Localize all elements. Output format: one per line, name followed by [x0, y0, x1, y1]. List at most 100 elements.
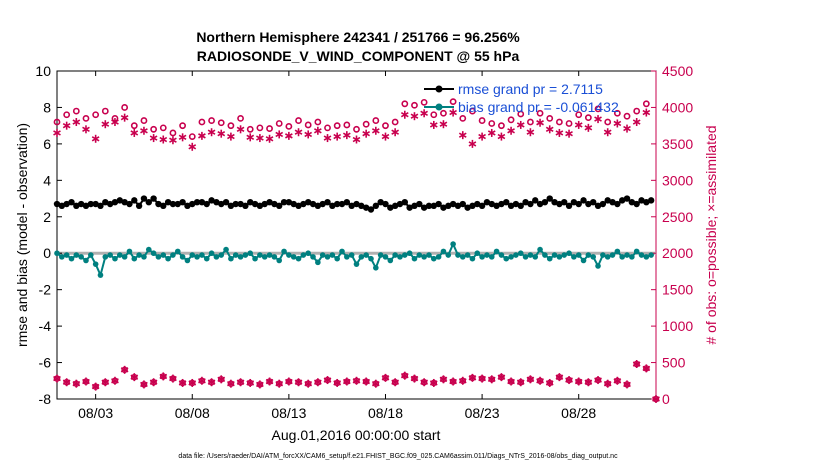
obs-possible-point	[140, 117, 148, 124]
obs-assimilated-point	[584, 123, 593, 132]
obs-assimilated-point	[285, 131, 293, 140]
rmse-point	[126, 200, 133, 208]
obs-assimilated-point	[516, 120, 525, 129]
obs-possible-point	[188, 133, 196, 140]
left-ticks: -8 -6 -4 -2 0 2 4 6 8 10	[35, 63, 62, 407]
obs-low-circle	[507, 378, 515, 385]
obs-assimilated-point	[574, 120, 583, 129]
obs-low-circle	[343, 378, 351, 385]
obs-assimilated-point	[275, 130, 284, 139]
rmse-point	[208, 197, 215, 204]
rmse-point	[111, 199, 119, 206]
y-tick-left-label: -8	[39, 391, 52, 407]
bias-point	[97, 272, 104, 278]
rmse-point	[164, 199, 172, 206]
x-tick-label: 08/13	[271, 405, 306, 421]
footer-datafile: data file: /Users/raeder/DAI/ATM_forcXX/…	[178, 453, 618, 460]
bias-point	[488, 254, 495, 260]
bias-point	[358, 254, 365, 260]
obs-assimilated-point-stroke	[236, 126, 245, 133]
rmse-point	[179, 199, 186, 206]
bias-point	[542, 252, 548, 258]
obs-possible-point	[92, 111, 100, 119]
obs-possible-point	[594, 105, 602, 113]
y-tick-left-label: 10	[35, 63, 51, 79]
obs-assimilated-point	[400, 110, 409, 119]
obs-assimilated-point	[449, 108, 457, 117]
obs-possible-point	[536, 109, 544, 117]
obs-possible-point	[584, 114, 592, 122]
obs-assimilated-point	[333, 132, 342, 141]
obs-assimilated-point-stroke	[391, 129, 400, 135]
obs-assimilated-point-stroke	[188, 144, 197, 150]
rmse-point	[536, 200, 544, 208]
x-axis-label: Aug.01,2016 00:00:00 start	[272, 427, 441, 443]
obs-possible-point	[304, 121, 312, 129]
rmse-point	[92, 200, 99, 208]
bias-point	[329, 252, 336, 258]
obs-low-circle	[237, 378, 244, 386]
bias-point	[411, 255, 418, 262]
rmse-point	[474, 200, 481, 208]
obs-possible-point	[333, 122, 341, 130]
obs-assimilated-point-stroke	[516, 122, 525, 128]
obs-assimilated-point	[82, 125, 90, 134]
y-tick-right-label: 3500	[662, 136, 693, 152]
bias-point	[194, 254, 200, 260]
legend-rmse-marker	[435, 85, 443, 93]
obs-assimilated-point	[227, 132, 235, 141]
obs-low-circle	[565, 376, 573, 384]
obs-assimilated-point	[169, 136, 177, 145]
bias-point	[112, 255, 118, 262]
obs-assimilated-point	[159, 135, 168, 144]
rmse-point	[319, 200, 326, 208]
obs-assimilated-point-stroke	[584, 125, 593, 131]
bias-point	[382, 254, 389, 260]
bias-point	[261, 254, 268, 260]
obs-possible-point	[275, 120, 283, 127]
obs-possible-point	[295, 117, 302, 124]
obs-possible-point	[362, 120, 370, 128]
obs-possible-point	[130, 122, 138, 130]
obs-possible-point	[169, 129, 177, 137]
bias-point	[474, 250, 481, 257]
obs-low-circle	[82, 378, 90, 385]
rmse-point	[377, 199, 384, 206]
rmse-point	[222, 199, 230, 206]
bias-point	[430, 255, 437, 262]
obs-low-circle	[585, 378, 592, 386]
obs-assimilated-point-stroke	[545, 126, 554, 133]
bias-point	[517, 250, 524, 257]
obs-assimilated-point-stroke	[256, 135, 264, 141]
bias-point	[353, 261, 360, 267]
obs-assimilated-point-stroke	[227, 133, 235, 140]
rmse-point	[266, 199, 273, 206]
rmse-point	[198, 199, 206, 206]
obs-assimilated-point-stroke	[333, 133, 342, 140]
obs-low-circle	[150, 378, 157, 386]
obs-low-circle	[246, 379, 254, 387]
obs-assimilated-point-stroke	[362, 130, 371, 137]
obs-low-circle	[198, 377, 206, 385]
bias-point	[445, 252, 452, 258]
rmse-point	[106, 200, 114, 208]
obs-assimilated-point	[217, 129, 226, 138]
obs-assimilated-point	[53, 128, 61, 137]
rmse-point	[227, 202, 235, 210]
obs-possible-point	[372, 117, 380, 124]
rmse-point	[609, 199, 616, 206]
bias-point	[629, 254, 635, 260]
obs-assimilated-point-stroke	[555, 130, 564, 136]
bias-point	[402, 252, 408, 258]
bias-point	[595, 263, 601, 269]
bias-point	[459, 254, 466, 260]
bias-point	[276, 257, 283, 264]
x-tick-label: 08/18	[368, 405, 403, 421]
bias-point	[648, 252, 654, 258]
bias-line	[56, 241, 652, 279]
obs-assimilated-point-stroke	[313, 128, 322, 134]
obs-low-circle	[179, 379, 186, 387]
obs-assimilated-point-stroke	[623, 125, 631, 132]
obs-possible-point	[246, 125, 254, 133]
bias-point	[88, 252, 94, 258]
